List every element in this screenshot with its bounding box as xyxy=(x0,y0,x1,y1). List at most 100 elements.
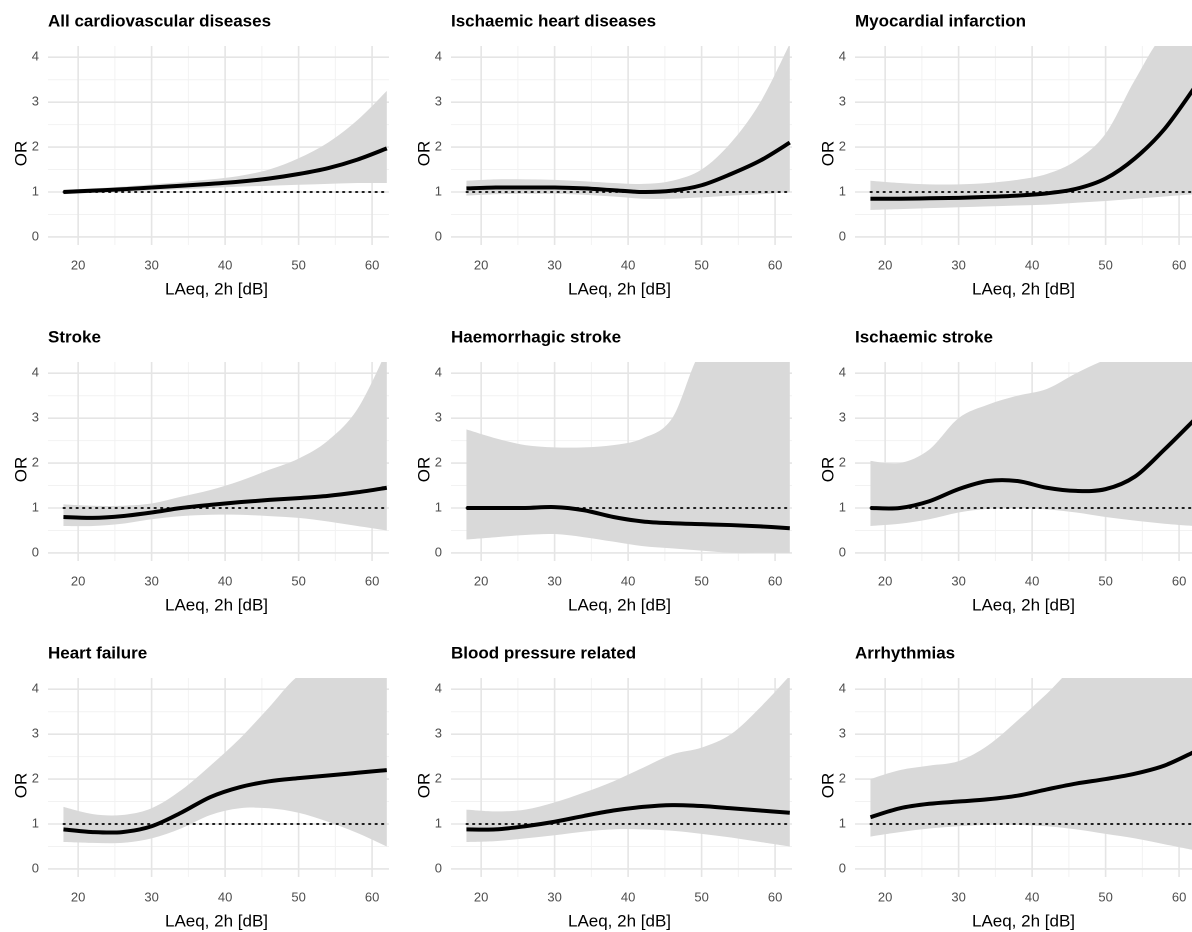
plot-area xyxy=(62,678,388,847)
x-tick-label: 20 xyxy=(71,889,85,904)
panel-title: Blood pressure related xyxy=(451,643,636,662)
y-tick-label: 4 xyxy=(435,49,442,64)
panel: Heart failure 0 1 2 3 4 20 30 40 50 60 LAeq, 2h [dB… xyxy=(11,643,389,930)
y-axis-label: OR xyxy=(414,141,433,167)
y-tick-label: 3 xyxy=(32,410,39,425)
y-tick-label: 2 xyxy=(32,771,39,786)
confidence-band xyxy=(63,362,387,531)
x-tick-label: 50 xyxy=(694,573,708,588)
panel: Ischaemic stroke 0 1 2 3 4 20 30 40 50 60 LAeq, 2h … xyxy=(818,327,1192,614)
x-tick-label: 60 xyxy=(365,889,379,904)
x-tick-label: 20 xyxy=(71,257,85,272)
panel: Stroke 0 1 2 3 4 20 30 40 50 60 LAeq, 2h [dB] OR xyxy=(11,327,389,614)
y-tick-label: 2 xyxy=(839,139,846,154)
estimate-line xyxy=(63,768,387,835)
y-tick-label: 3 xyxy=(839,94,846,109)
plot-area xyxy=(62,362,388,531)
panel-title: Ischaemic heart diseases xyxy=(451,11,656,30)
y-axis-label: OR xyxy=(414,457,433,483)
panel-title: Haemorrhagic stroke xyxy=(451,327,621,346)
panel: Blood pressure related 0 1 2 3 4 20 30 40 50 60 LAe… xyxy=(414,643,792,930)
y-tick-label: 4 xyxy=(32,681,39,696)
y-tick-label: 1 xyxy=(839,815,846,830)
x-tick-label: 30 xyxy=(951,257,965,272)
y-tick-label: 4 xyxy=(839,681,846,696)
x-tick-label: 20 xyxy=(878,889,892,904)
y-tick-label: 4 xyxy=(435,681,442,696)
panel-title: Heart failure xyxy=(48,643,147,662)
y-axis-label: OR xyxy=(818,773,837,799)
x-tick-label: 40 xyxy=(218,889,232,904)
y-tick-label: 4 xyxy=(32,365,39,380)
x-tick-label: 50 xyxy=(1098,257,1112,272)
x-tick-label: 30 xyxy=(547,573,561,588)
plot-area xyxy=(465,362,791,554)
x-tick-label: 60 xyxy=(1172,257,1186,272)
estimate-line xyxy=(63,146,388,194)
x-tick-label: 20 xyxy=(878,257,892,272)
x-tick-label: 60 xyxy=(365,573,379,588)
y-tick-label: 2 xyxy=(435,455,442,470)
estimate-line xyxy=(869,750,1192,820)
estimate-line xyxy=(870,419,1192,511)
panel: All cardiovascular diseases 0 1 2 3 4 20 30 40 50… xyxy=(11,11,389,298)
x-tick-label: 60 xyxy=(768,257,782,272)
x-tick-label: 20 xyxy=(474,573,488,588)
y-tick-label: 1 xyxy=(839,183,846,198)
x-tick-label: 40 xyxy=(218,573,232,588)
x-tick-label: 50 xyxy=(1098,889,1112,904)
y-tick-label: 4 xyxy=(435,365,442,380)
x-tick-label: 60 xyxy=(768,889,782,904)
x-tick-label: 30 xyxy=(547,889,561,904)
x-tick-label: 50 xyxy=(694,889,708,904)
x-tick-label: 60 xyxy=(1172,573,1186,588)
x-axis-label: LAeq, 2h [dB] xyxy=(165,279,268,298)
x-tick-label: 20 xyxy=(878,573,892,588)
confidence-band xyxy=(870,678,1192,850)
x-axis-label: LAeq, 2h [dB] xyxy=(165,595,268,614)
confidence-band xyxy=(466,46,790,199)
confidence-band xyxy=(63,90,387,195)
estimate-line xyxy=(466,803,790,832)
x-tick-label: 30 xyxy=(951,889,965,904)
y-tick-label: 1 xyxy=(32,499,39,514)
y-tick-label: 3 xyxy=(839,410,846,425)
x-tick-label: 50 xyxy=(694,257,708,272)
y-tick-label: 0 xyxy=(32,860,39,875)
confidence-band xyxy=(870,362,1192,526)
estimate-line xyxy=(63,485,388,520)
y-axis-label: OR xyxy=(818,457,837,483)
x-tick-label: 50 xyxy=(291,889,305,904)
x-tick-label: 40 xyxy=(621,257,635,272)
panel-title: Ischaemic stroke xyxy=(855,327,993,346)
x-tick-label: 40 xyxy=(1025,889,1039,904)
y-tick-label: 4 xyxy=(32,49,39,64)
plot-area xyxy=(465,678,791,847)
x-tick-label: 50 xyxy=(291,573,305,588)
x-tick-label: 50 xyxy=(1098,573,1112,588)
y-tick-label: 1 xyxy=(32,183,39,198)
plot-area xyxy=(62,90,388,195)
panel: Ischaemic heart diseases 0 1 2 3 4 20 30 40 50 60 L… xyxy=(414,11,792,298)
y-tick-label: 0 xyxy=(839,544,846,559)
y-tick-label: 2 xyxy=(435,771,442,786)
x-tick-label: 20 xyxy=(474,257,488,272)
y-tick-label: 3 xyxy=(32,726,39,741)
x-tick-label: 30 xyxy=(144,257,158,272)
x-tick-label: 60 xyxy=(768,573,782,588)
x-tick-label: 40 xyxy=(218,257,232,272)
y-tick-label: 1 xyxy=(32,815,39,830)
y-tick-label: 1 xyxy=(435,815,442,830)
x-tick-label: 40 xyxy=(621,573,635,588)
y-tick-label: 4 xyxy=(839,365,846,380)
confidence-band xyxy=(63,678,387,847)
estimate-line xyxy=(466,140,791,195)
y-axis-label: OR xyxy=(414,773,433,799)
y-tick-label: 1 xyxy=(435,183,442,198)
panel: Myocardial infarction 0 1 2 3 4 20 30 40 50 60 LAeq… xyxy=(818,11,1192,298)
x-tick-label: 50 xyxy=(291,257,305,272)
y-tick-label: 3 xyxy=(32,94,39,109)
confidence-band xyxy=(466,678,790,847)
x-tick-label: 40 xyxy=(1025,573,1039,588)
